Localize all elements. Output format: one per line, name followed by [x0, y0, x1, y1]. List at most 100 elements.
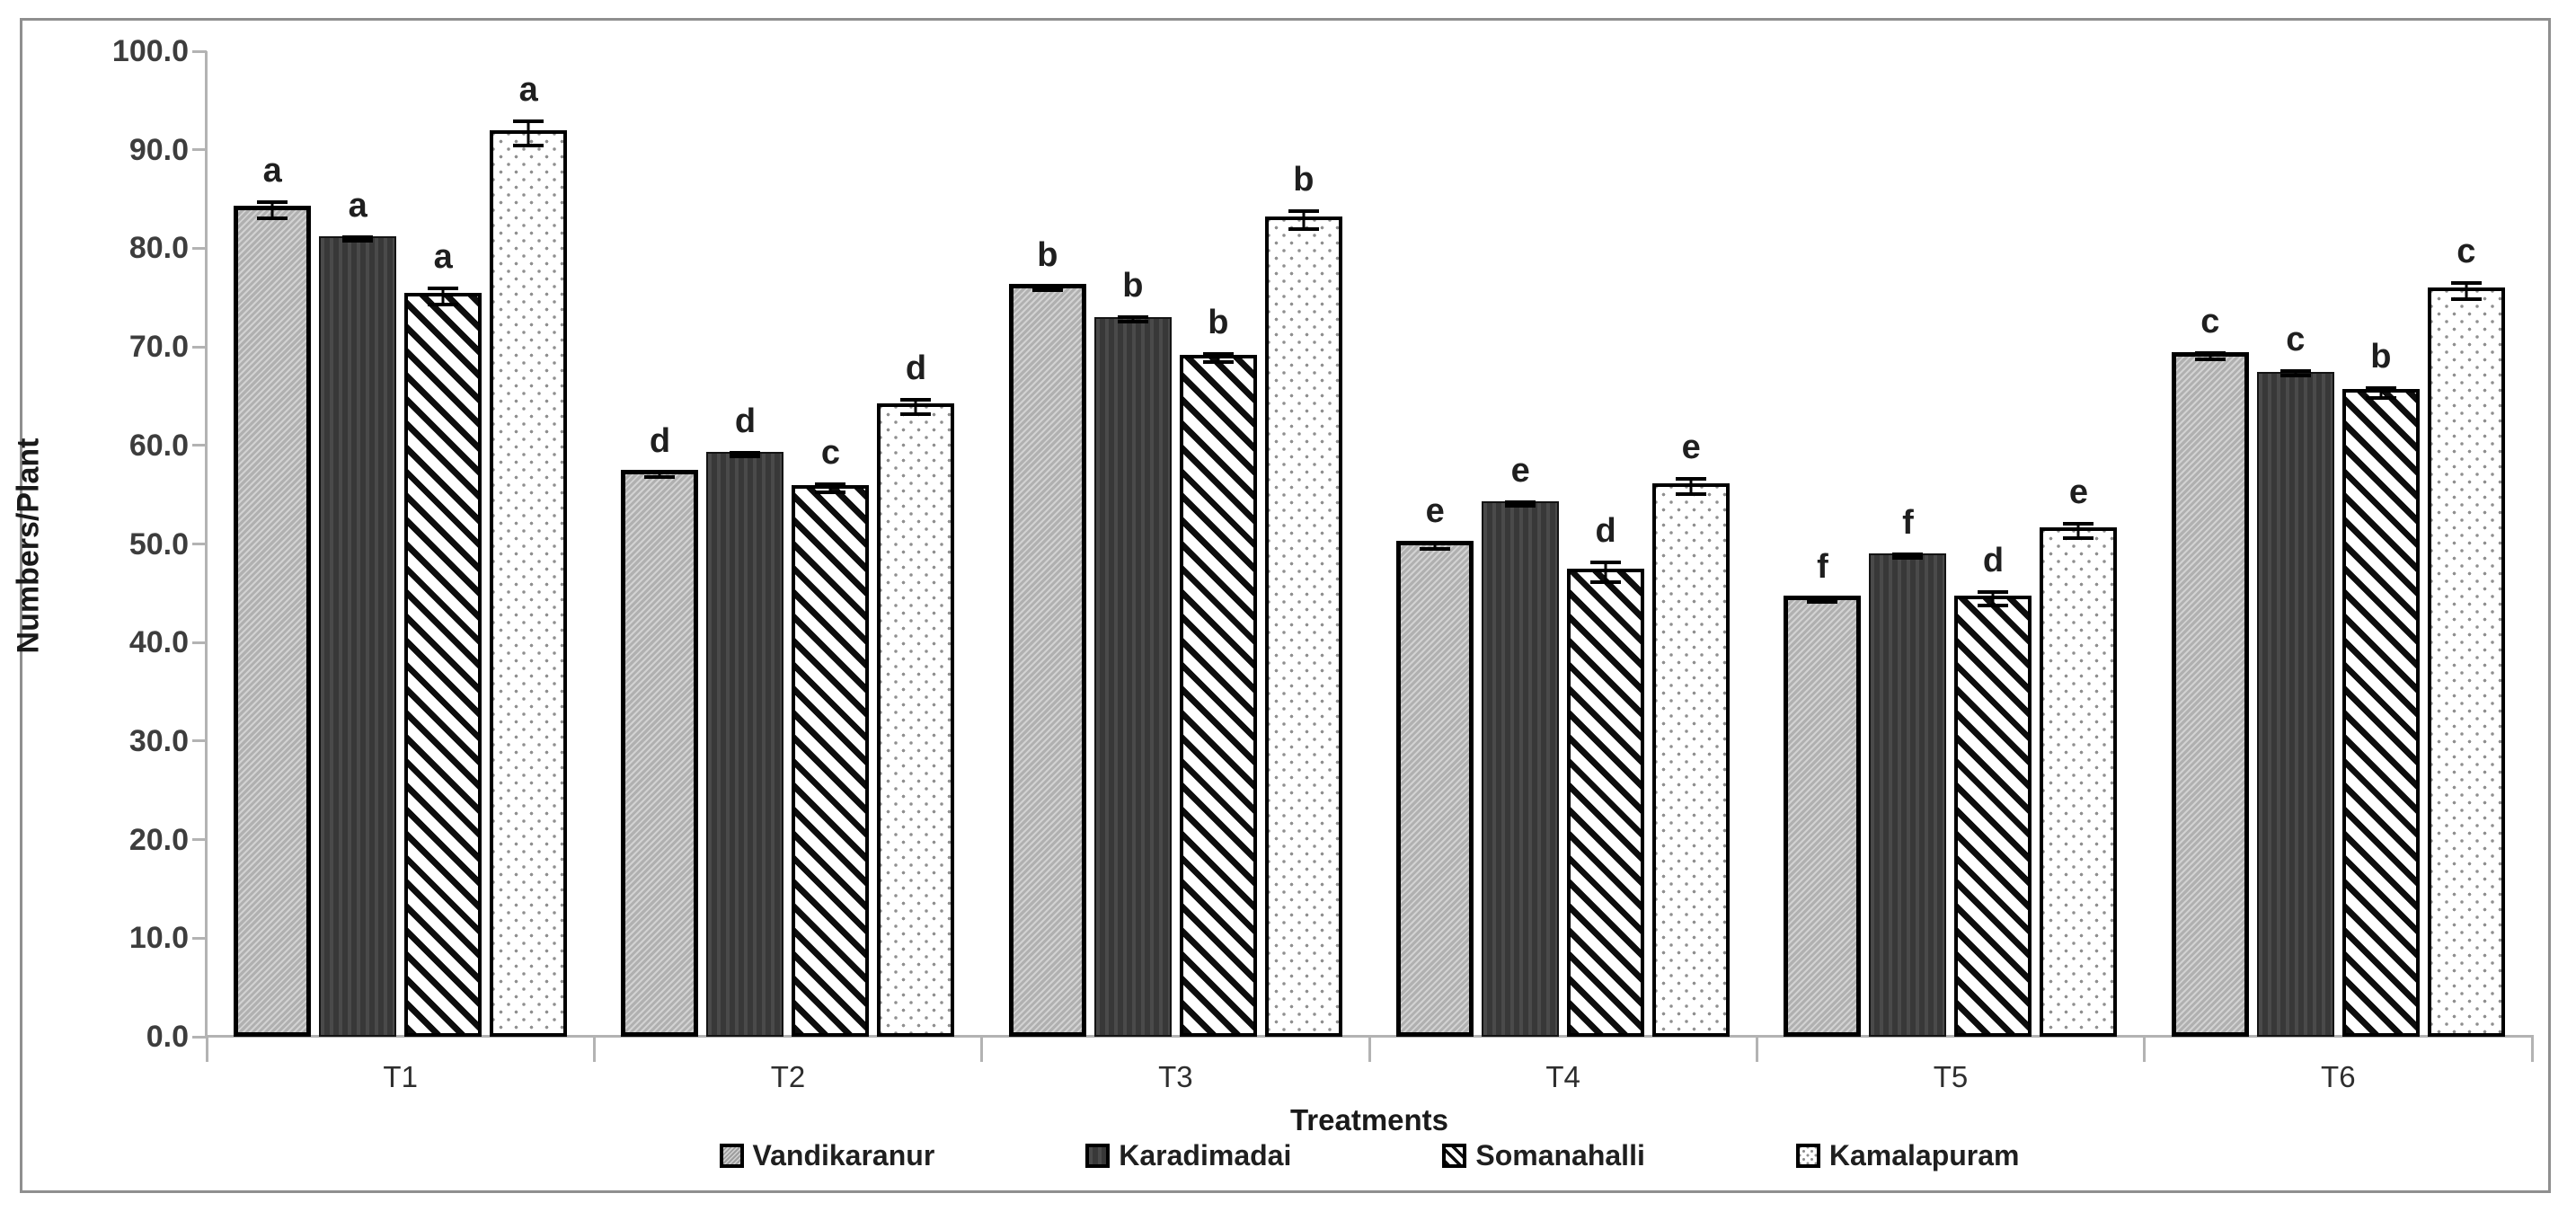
bar-kamalapuram-t5: e — [2040, 475, 2118, 1037]
legend-swatch-stripes-icon — [1442, 1144, 1467, 1168]
error-bar — [644, 470, 676, 479]
error-bar — [1420, 540, 1451, 551]
significance-letter: c — [2456, 233, 2476, 271]
legend-item-kamalapuram: Kamalapuram — [1795, 1139, 2020, 1172]
plot-area: a a a a d d c d b b b b e e d e f f d e c c b c — [207, 51, 2532, 1037]
significance-letter: e — [1510, 452, 1530, 491]
legend-swatch-dots-icon — [1795, 1144, 1820, 1168]
error-bar — [428, 286, 459, 306]
error-bar — [257, 200, 288, 221]
y-tick-label: 100.0 — [111, 34, 189, 68]
significance-letter: a — [262, 152, 282, 190]
category-separator-tick — [980, 1038, 984, 1062]
y-axis-title: Numbers/Plant — [11, 438, 46, 654]
y-tick-label: 30.0 — [128, 723, 189, 758]
x-tick-label-t4: T4 — [1545, 1060, 1580, 1093]
legend-swatch-diagonal-hatch-icon — [719, 1144, 744, 1168]
x-tick-label-t3: T3 — [1158, 1060, 1193, 1093]
significance-letter: c — [2286, 321, 2306, 359]
error-bar — [1590, 560, 1622, 585]
bar-vandikaranur-t5: f — [1784, 550, 1862, 1037]
error-bar — [1031, 284, 1063, 293]
category-separator-tick — [1368, 1038, 1371, 1062]
legend-label: Kamalapuram — [1828, 1139, 2020, 1171]
bar-karadimadai-t6: c — [2256, 323, 2334, 1037]
error-bar — [2279, 369, 2311, 377]
y-tick-label: 0.0 — [146, 1020, 189, 1054]
significance-letter: c — [820, 434, 841, 473]
bar-somanahalli-t6: b — [2341, 340, 2420, 1037]
bar-somanahalli-t3: b — [1179, 305, 1257, 1037]
category-separator-tick — [2143, 1038, 2147, 1062]
bar-karadimadai-t4: e — [1482, 454, 1560, 1037]
y-tick-mark — [192, 739, 207, 743]
legend-label: Somanahalli — [1475, 1139, 1645, 1171]
y-tick-mark — [192, 148, 207, 152]
legend-label: Vandikaranur — [752, 1139, 935, 1171]
y-tick-label: 40.0 — [128, 625, 189, 660]
significance-letter: e — [1425, 491, 1445, 530]
legend-item-vandikaranur: Vandikaranur — [719, 1139, 935, 1172]
error-bar — [2063, 522, 2094, 540]
significance-letter: a — [348, 186, 367, 225]
error-bar — [1202, 352, 1234, 365]
category-separator-tick — [592, 1038, 596, 1062]
significance-letter: a — [433, 237, 453, 276]
legend-item-karadimadai: Karadimadai — [1085, 1139, 1291, 1172]
y-tick-label: 80.0 — [128, 231, 189, 266]
error-bar — [1288, 209, 1319, 232]
bar-kamalapuram-t6: c — [2427, 234, 2505, 1037]
significance-letter: d — [734, 402, 757, 441]
x-axis-category-labels: T1 T2 T3 T4 T5 T6 — [207, 1060, 2532, 1094]
error-bar — [815, 482, 846, 495]
y-tick-mark — [192, 444, 207, 447]
bar-kamalapuram-t1: a — [490, 73, 568, 1037]
significance-letter: d — [1982, 541, 2005, 579]
category-separator-tick — [1755, 1038, 1758, 1062]
bar-somanahalli-t1: a — [404, 240, 482, 1037]
significance-letter: d — [905, 349, 927, 387]
y-tick-label: 20.0 — [128, 822, 189, 857]
y-tick-label: 10.0 — [128, 921, 189, 956]
error-bar — [900, 397, 932, 416]
y-tick-mark — [192, 543, 207, 545]
error-bar — [2194, 351, 2226, 362]
bar-vandikaranur-t1: a — [234, 154, 312, 1037]
significance-letter: d — [649, 421, 671, 460]
bar-vandikaranur-t3: b — [1008, 238, 1086, 1037]
y-tick-mark — [192, 1035, 207, 1039]
y-tick-mark — [192, 936, 207, 940]
significance-letter: f — [1817, 548, 1828, 587]
error-bar — [1117, 314, 1148, 323]
y-tick-mark — [192, 345, 207, 349]
significance-letter: f — [1902, 504, 1914, 543]
bar-karadimadai-t1: a — [319, 189, 397, 1037]
significance-letter: b — [1208, 304, 1229, 342]
x-axis-title: Treatments — [1289, 1103, 1449, 1136]
bar-group-t6: c c b c — [2145, 51, 2532, 1037]
bar-vandikaranur-t2: d — [621, 424, 699, 1037]
bar-somanahalli-t4: d — [1567, 514, 1645, 1037]
error-bar — [730, 451, 761, 459]
y-tick-mark — [192, 49, 207, 53]
bar-somanahalli-t5: d — [1954, 544, 2032, 1037]
error-bar — [1892, 553, 1924, 561]
y-tick-label: 90.0 — [128, 132, 189, 167]
y-tick-mark — [192, 641, 207, 644]
x-tick-label-t1: T1 — [383, 1060, 418, 1093]
bar-group-t2: d d c d — [594, 51, 981, 1037]
y-tick-mark — [192, 246, 207, 250]
significance-letter: a — [518, 71, 538, 110]
bar-somanahalli-t2: c — [792, 436, 870, 1037]
error-bar — [1676, 476, 1707, 497]
significance-letter: d — [1595, 511, 1616, 550]
legend-item-somanahalli: Somanahalli — [1442, 1139, 1645, 1172]
legend-label: Karadimadai — [1119, 1139, 1292, 1171]
x-tick-label-t2: T2 — [770, 1060, 806, 1093]
x-tick-label-t5: T5 — [1933, 1060, 1969, 1093]
bar-kamalapuram-t4: e — [1652, 430, 1731, 1037]
error-bar — [2450, 281, 2482, 302]
bar-group-t1: a a a a — [207, 51, 594, 1037]
error-bar — [1978, 589, 2009, 608]
category-separator-tick — [205, 1038, 208, 1062]
